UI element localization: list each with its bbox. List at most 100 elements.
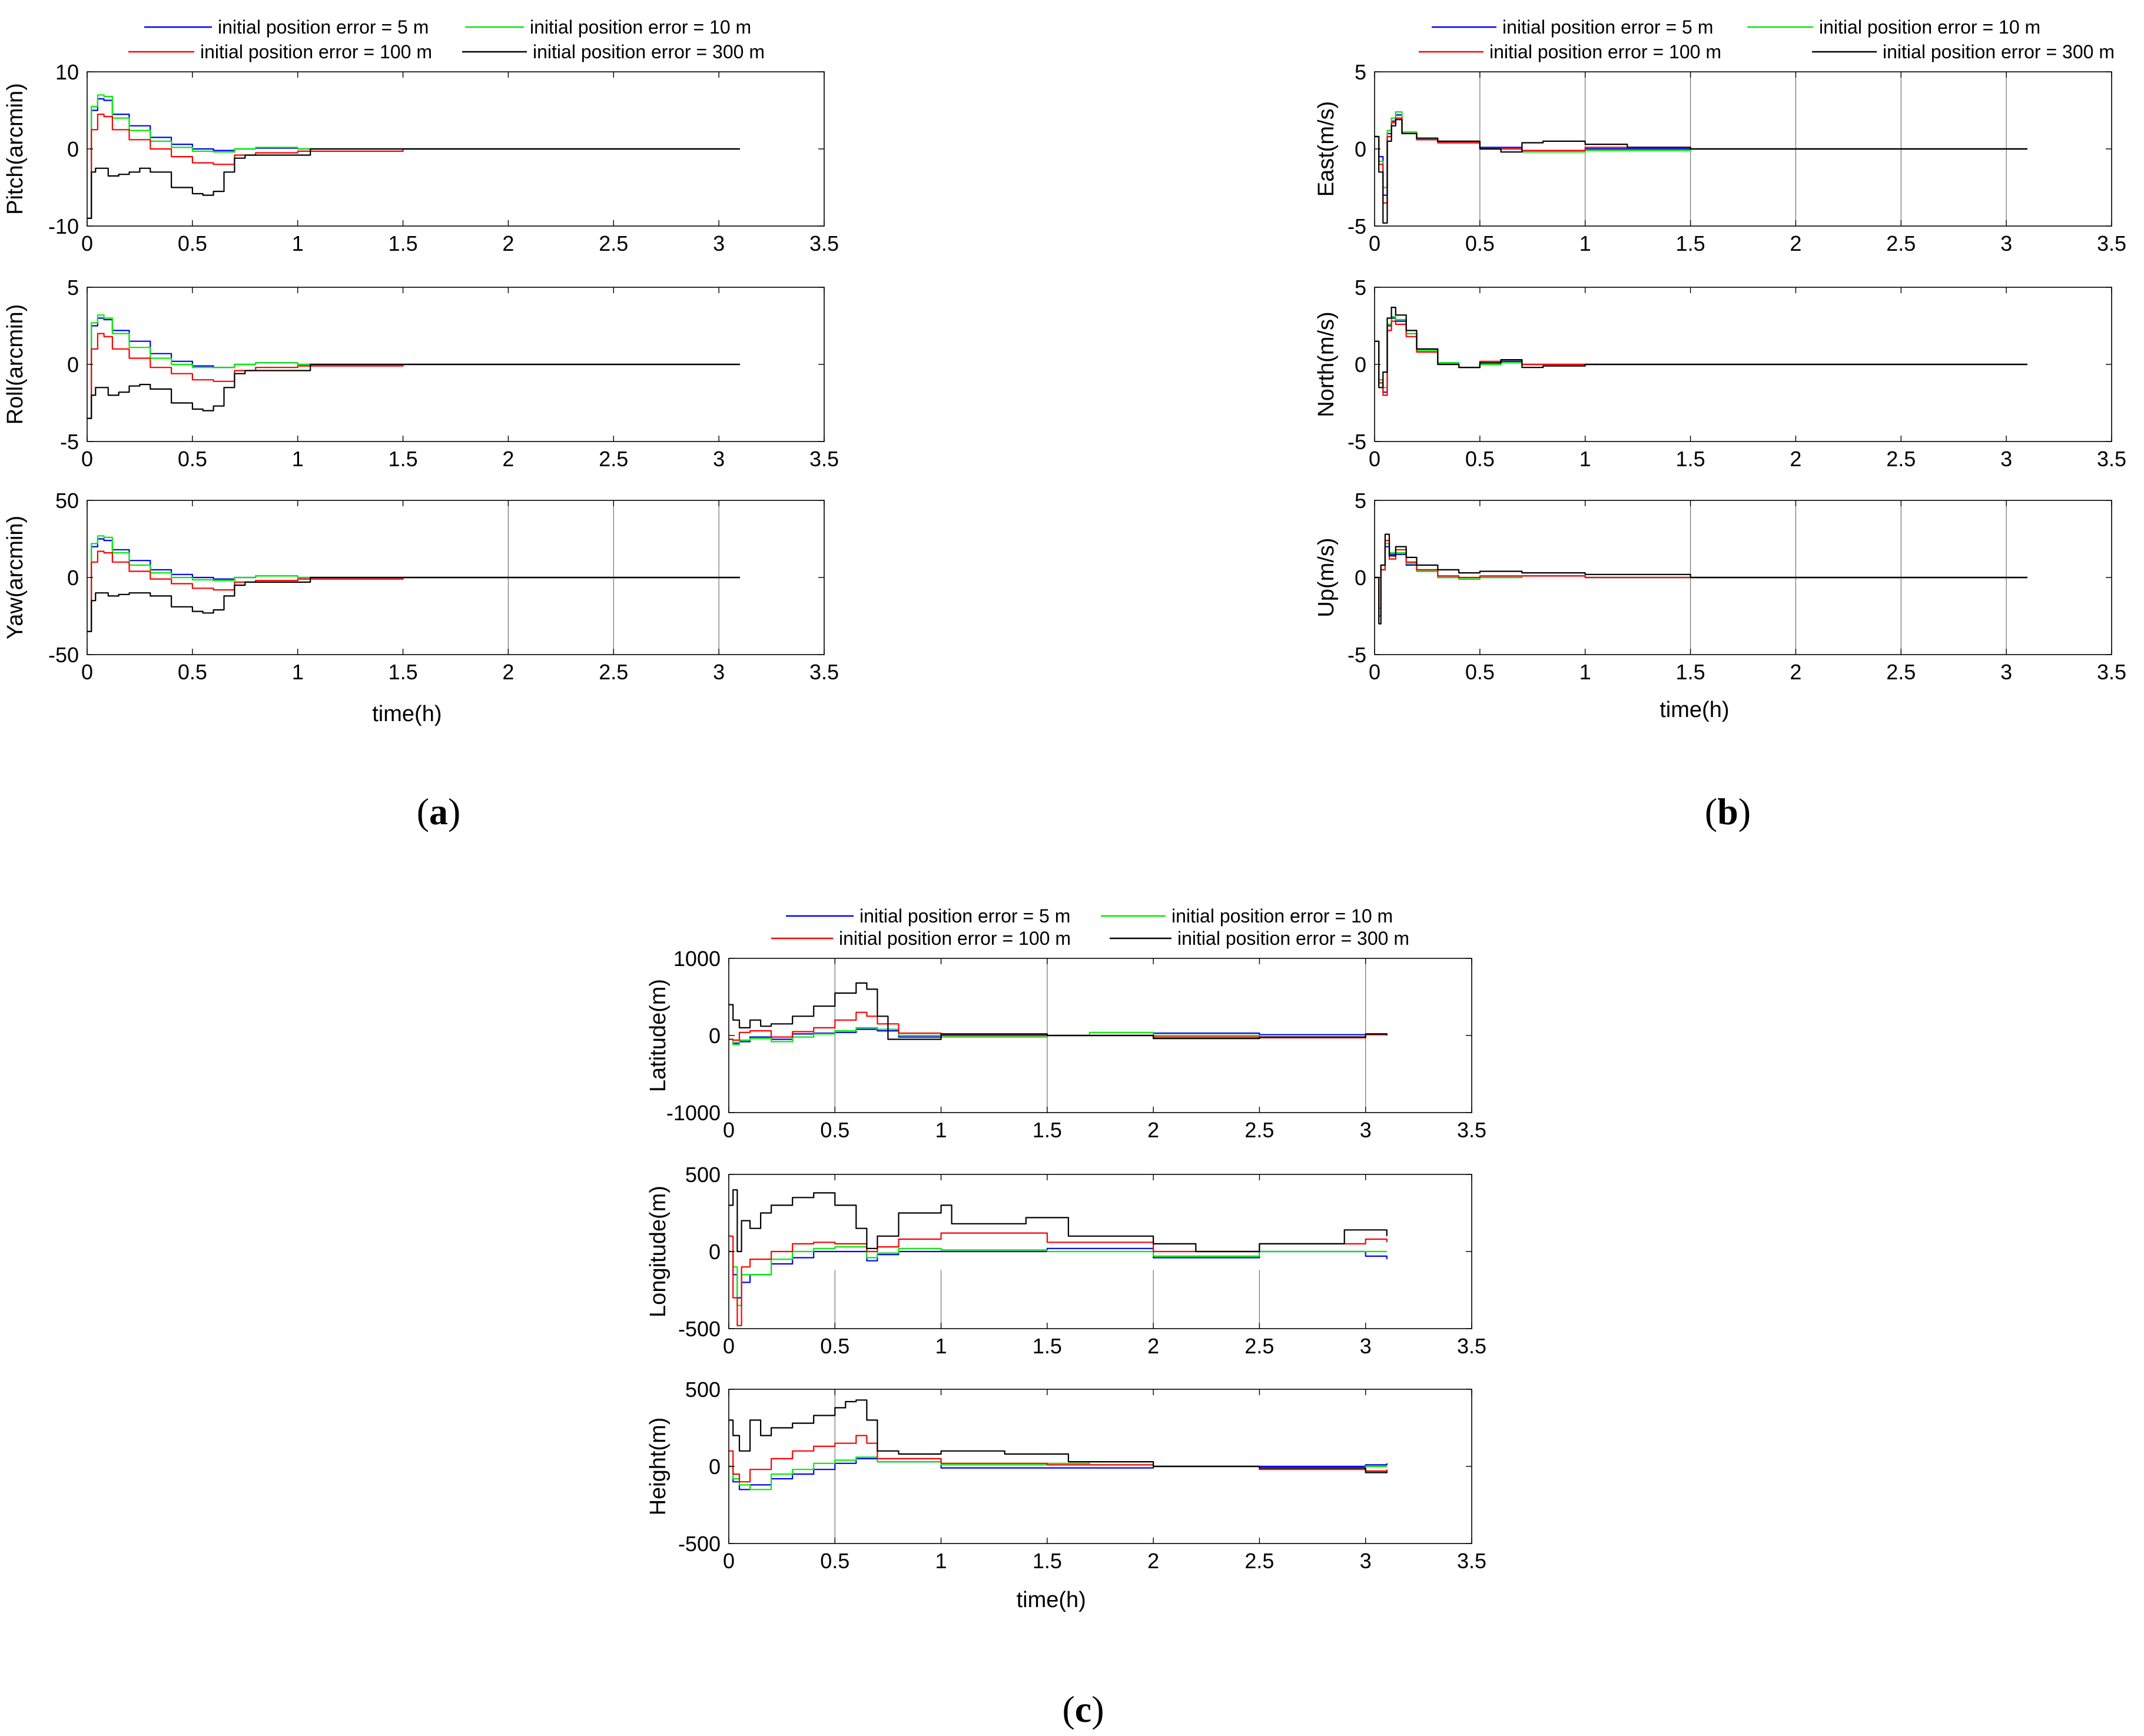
x-tick-label: 3.5 bbox=[2097, 447, 2126, 471]
x-axis-label: time(h) bbox=[372, 702, 442, 726]
series-line-red bbox=[729, 1232, 1388, 1326]
legend-label: initial position error = 300 m bbox=[533, 41, 765, 62]
series-group bbox=[87, 94, 740, 219]
series-group bbox=[87, 314, 740, 419]
x-tick-label: 3.5 bbox=[2097, 660, 2126, 684]
x-tick-label: 1 bbox=[935, 1549, 947, 1573]
x-tick-label: 2.5 bbox=[599, 447, 628, 471]
x-tick-label: 2.5 bbox=[1886, 231, 1916, 255]
series-line-red bbox=[87, 550, 740, 632]
y-tick-label: 0 bbox=[67, 353, 79, 377]
x-tick-label: 0 bbox=[81, 447, 93, 471]
x-tick-label: 2.5 bbox=[1886, 447, 1916, 471]
x-tick-label: 0.5 bbox=[820, 1118, 849, 1142]
x-tick-label: 1.5 bbox=[1676, 660, 1705, 684]
caption-c: (c) bbox=[1062, 1688, 1104, 1730]
series-line-red bbox=[87, 114, 740, 219]
y-axis-label: Roll(arcmin) bbox=[3, 304, 28, 425]
series-line-blue bbox=[729, 1028, 1388, 1044]
series-line-blue bbox=[1375, 317, 2027, 393]
x-tick-label: 3.5 bbox=[809, 231, 839, 255]
series-line-black bbox=[87, 576, 740, 632]
legend-label: initial position error = 10 m bbox=[530, 16, 751, 38]
series-group bbox=[87, 535, 740, 632]
y-axis-label: Yaw(arcmin) bbox=[3, 516, 28, 639]
x-tick-label: 3 bbox=[713, 660, 725, 684]
x-tick-label: 1 bbox=[1579, 660, 1591, 684]
y-tick-label: 5 bbox=[67, 275, 79, 300]
x-tick-label: 0 bbox=[723, 1118, 735, 1142]
x-axis-label: time(h) bbox=[1660, 698, 1729, 722]
series-line-blue bbox=[1375, 114, 2027, 196]
x-tick-label: 3 bbox=[713, 447, 725, 471]
x-tick-label: 2 bbox=[502, 231, 514, 255]
panel-c: initial position error = 5 m initial posi… bbox=[646, 905, 1486, 1612]
y-tick-label: 5 bbox=[1355, 489, 1366, 513]
y-tick-label: 0 bbox=[67, 137, 79, 161]
y-tick-label: 0 bbox=[1355, 353, 1366, 377]
y-tick-label: 0 bbox=[67, 566, 79, 590]
y-tick-label: 5 bbox=[1355, 275, 1366, 300]
legend-label: initial position error = 100 m bbox=[1489, 41, 1721, 62]
legend-label: initial position error = 100 m bbox=[839, 928, 1071, 949]
series-line-black bbox=[1375, 119, 2027, 224]
legend-label: initial position error = 5 m bbox=[859, 905, 1070, 927]
caption-a: (a) bbox=[417, 791, 461, 832]
x-tick-label: 1.5 bbox=[389, 447, 418, 471]
x-tick-label: 1 bbox=[1579, 231, 1591, 255]
x-tick-label: 2 bbox=[1147, 1118, 1159, 1142]
y-axis-label: Longitude(m) bbox=[646, 1186, 671, 1317]
series-line-green bbox=[729, 1027, 1388, 1045]
x-tick-label: 3 bbox=[1360, 1549, 1372, 1573]
series-line-black bbox=[87, 363, 740, 419]
y-tick-label: 0 bbox=[1355, 566, 1366, 590]
x-tick-label: 0 bbox=[723, 1549, 735, 1573]
y-tick-label: 500 bbox=[685, 1377, 721, 1402]
x-tick-label: 1.5 bbox=[1033, 1334, 1062, 1358]
x-tick-label: 0 bbox=[1369, 231, 1380, 255]
x-tick-label: 3 bbox=[1360, 1334, 1372, 1358]
caption-b: (b) bbox=[1705, 791, 1751, 832]
series-line-black bbox=[729, 982, 1388, 1040]
legend-label: initial position error = 300 m bbox=[1883, 41, 2115, 62]
y-tick-label: -500 bbox=[678, 1532, 721, 1556]
x-tick-label: 0.5 bbox=[820, 1334, 849, 1358]
series-line-green bbox=[729, 1456, 1387, 1491]
x-tick-label: 1 bbox=[292, 231, 304, 255]
y-tick-label: 0 bbox=[709, 1024, 721, 1048]
y-tick-label: -5 bbox=[1348, 430, 1366, 454]
x-tick-label: 1 bbox=[935, 1118, 947, 1142]
y-tick-label: -500 bbox=[678, 1317, 721, 1341]
x-tick-label: 3 bbox=[2000, 231, 2012, 255]
series-line-green bbox=[1375, 111, 2027, 188]
x-tick-label: 3.5 bbox=[2097, 231, 2126, 255]
x-tick-label: 2.5 bbox=[1886, 660, 1916, 684]
series-line-black bbox=[1375, 306, 2027, 389]
legend-label: initial position error = 300 m bbox=[1177, 928, 1409, 949]
series-group bbox=[1375, 533, 2027, 625]
x-tick-label: 0.5 bbox=[178, 447, 207, 471]
x-tick-label: 0.5 bbox=[1465, 660, 1495, 684]
y-axis-label: Height(m) bbox=[646, 1418, 671, 1516]
x-tick-label: 1.5 bbox=[1033, 1118, 1062, 1142]
x-axis-label: time(h) bbox=[1017, 1588, 1086, 1612]
series-line-green bbox=[1375, 543, 2027, 609]
x-tick-label: 1 bbox=[1579, 447, 1591, 471]
y-tick-label: 0 bbox=[1355, 137, 1366, 161]
series-line-red bbox=[1375, 539, 2027, 617]
x-tick-label: 2 bbox=[1147, 1549, 1159, 1573]
x-tick-label: 3.5 bbox=[809, 660, 839, 684]
y-axis-label: Pitch(arcmin) bbox=[3, 83, 28, 215]
panel-b: initial position error = 5 m initial posi… bbox=[1314, 16, 2126, 722]
x-tick-label: 0 bbox=[1369, 447, 1380, 471]
x-tick-label: 1.5 bbox=[1676, 447, 1705, 471]
x-tick-label: 3.5 bbox=[1457, 1549, 1486, 1573]
series-line-red bbox=[1375, 320, 2027, 396]
legend-label: initial position error = 5 m bbox=[218, 16, 429, 38]
